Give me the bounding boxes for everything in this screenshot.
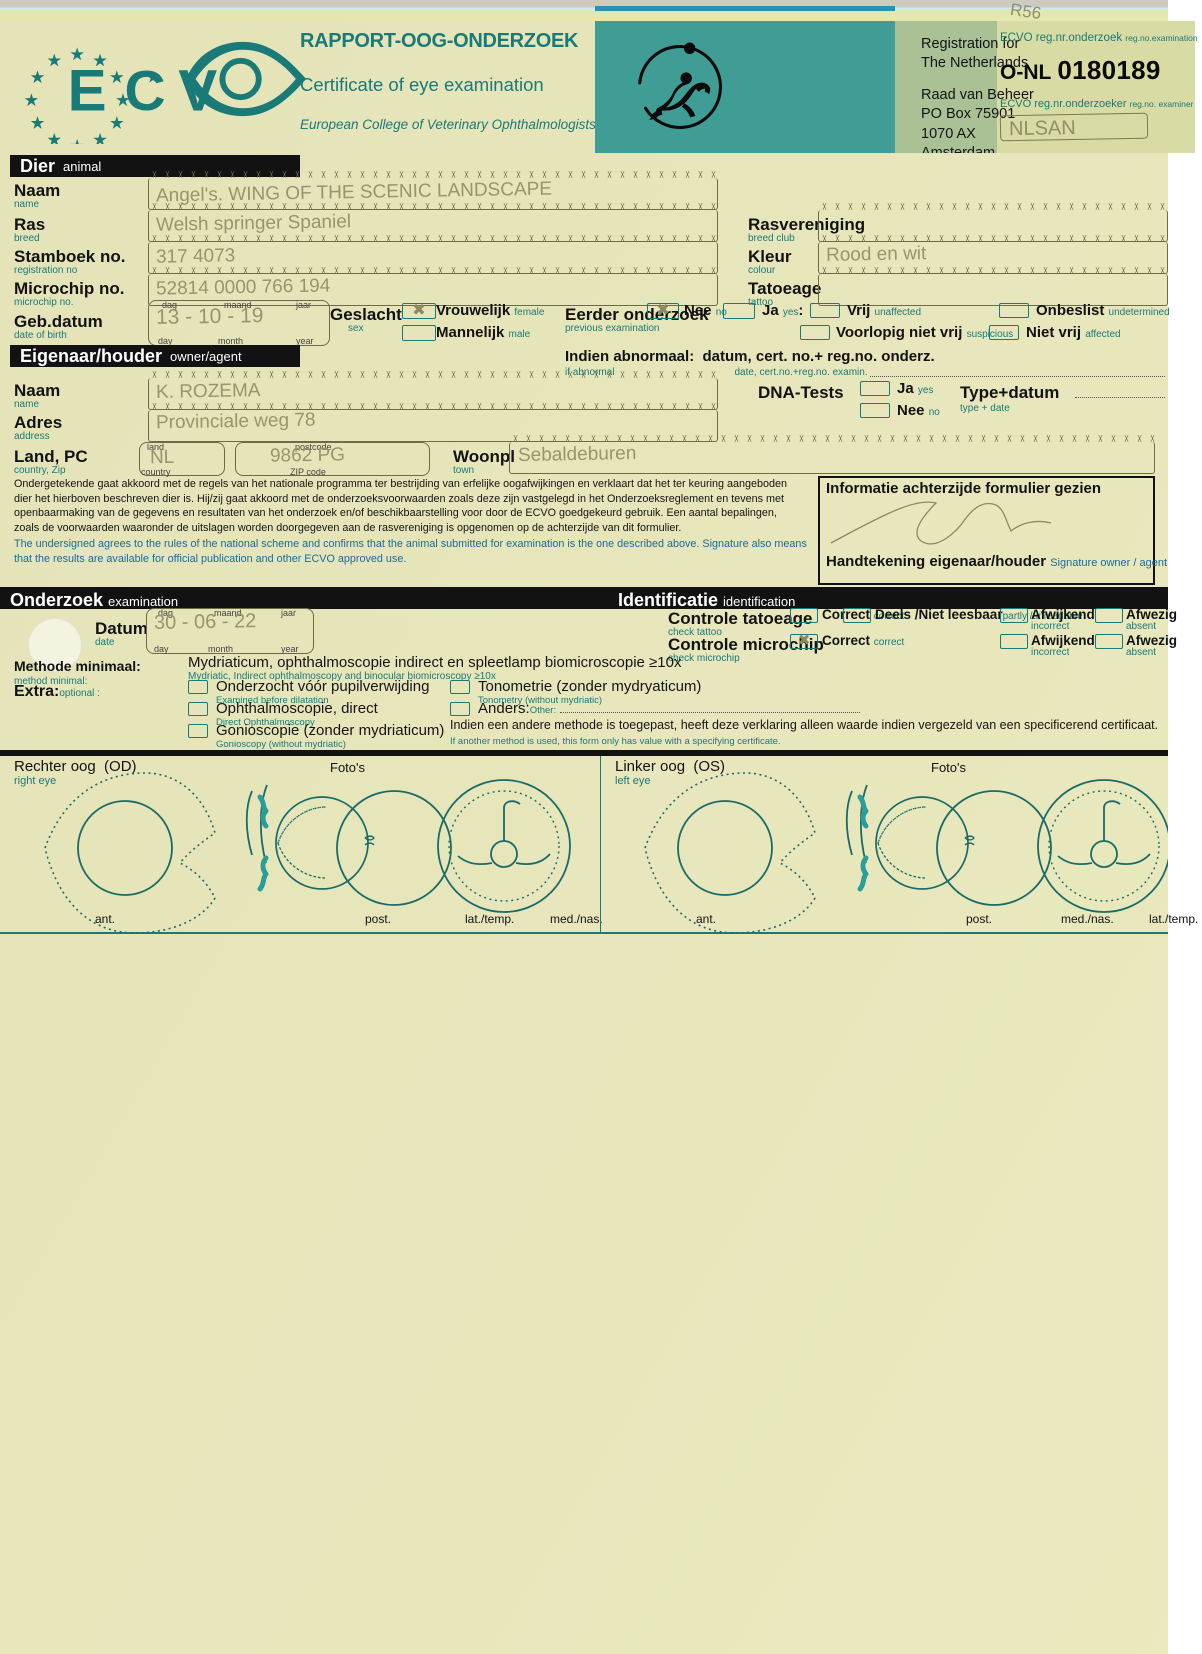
svg-text:E: E — [68, 59, 107, 124]
svg-text:C: C — [125, 60, 166, 123]
